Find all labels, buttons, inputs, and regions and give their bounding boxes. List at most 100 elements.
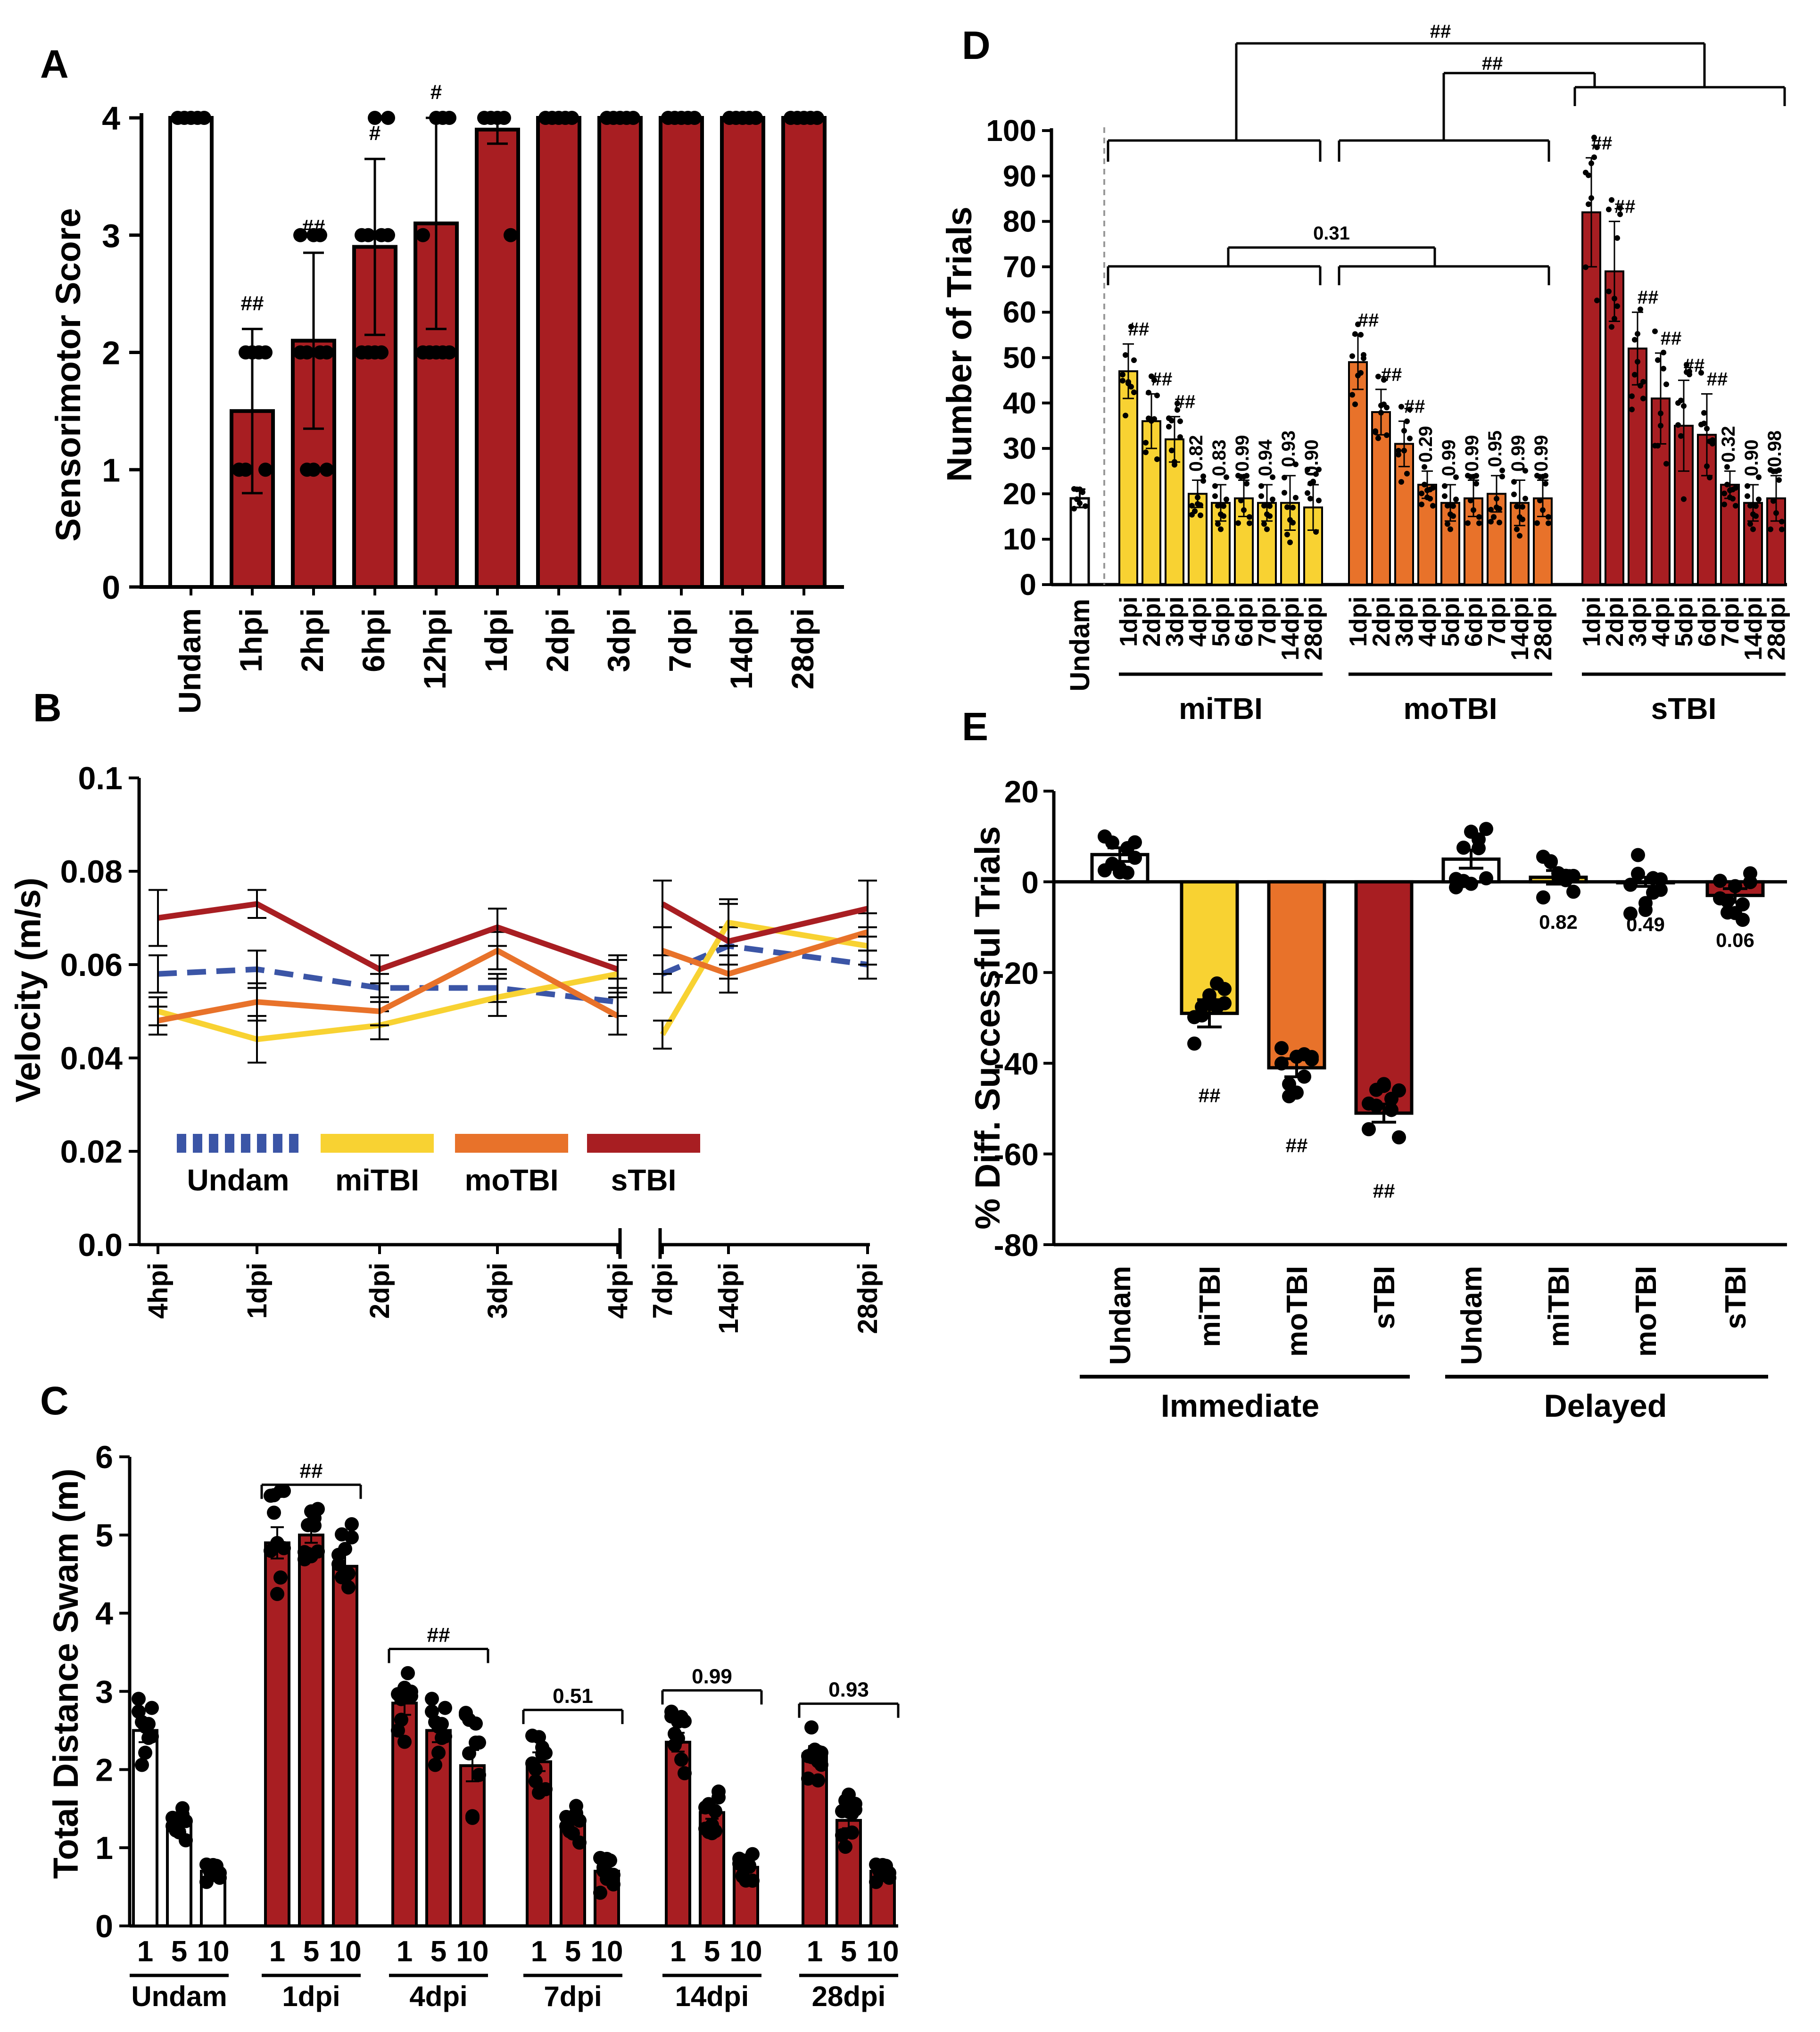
c-trial-label-28dpi-10: 10 (867, 1935, 899, 1968)
b-x-tick-label-4hpi: 4hpi (143, 1263, 174, 1319)
d-annotation-moTBI-14dpi: 0.99 (1508, 435, 1529, 472)
d-points-sTBI-2dpi-dot (1614, 303, 1620, 309)
d-points-miTBI-6dpi-dot (1247, 514, 1252, 520)
e-x-label-miTBI-5: miTBI (1543, 1266, 1575, 1347)
c-group-label-Undam: Undam (131, 1981, 227, 2012)
d-points-moTBI-3dpi-dot (1404, 471, 1410, 477)
d-points-miTBI-3dpi-dot (1175, 400, 1180, 406)
c-points-4dpi-5-dot (428, 1758, 442, 1772)
b-y-tick-label: 0.1 (78, 760, 123, 796)
c-trial-label-Undam-1: 1 (137, 1935, 153, 1968)
d-points-moTBI-7dpi-dot (1491, 514, 1497, 520)
d-points-moTBI-28dpi-dot (1546, 514, 1551, 520)
d-points-sTBI-28dpi-dot (1779, 519, 1785, 525)
a-y-tick-label: 3 (102, 217, 120, 254)
d-points-sTBI-4dpi-dot (1655, 357, 1661, 363)
d-points-moTBI-28dpi-dot (1537, 497, 1543, 504)
d-points-moTBI-14dpi-dot (1520, 504, 1525, 510)
e-group-label-delayed: Delayed (1544, 1388, 1667, 1424)
d-points-moTBI-7dpi (1488, 467, 1505, 526)
a-points-2hpi-dot (293, 228, 307, 242)
a-annotation-1hpi: ## (241, 292, 264, 315)
d-points-moTBI-3dpi (1396, 404, 1413, 485)
b-y-tick-label: 0.04 (60, 1041, 123, 1076)
c-points-Undam-5 (165, 1801, 193, 1848)
d-points-miTBI-1dpi-dot (1123, 413, 1128, 419)
c-points-7dpi-1-dot (529, 1774, 543, 1789)
e-points-moTBI-2-dot (1274, 1056, 1289, 1071)
a-points-2hpi-dot (313, 228, 327, 242)
c-points-28dpi-1 (801, 1720, 828, 1788)
d-points-sTBI-5dpi (1675, 362, 1692, 502)
d-points-moTBI-14dpi-dot (1511, 491, 1517, 497)
d-points-miTBI-2dpi-dot (1154, 392, 1160, 398)
d-points-miTBI-1dpi (1120, 323, 1137, 419)
d-points-moTBI-4dpi-dot (1430, 503, 1436, 509)
d-annotation-miTBI-28dpi: 0.90 (1301, 439, 1322, 476)
d-points-undam-dot (1071, 505, 1077, 512)
b-legend-label-Undam: Undam (187, 1163, 290, 1197)
d-points-miTBI-7dpi-dot (1264, 526, 1270, 532)
d-annotation-moTBI-3dpi: ## (1404, 396, 1425, 417)
c-points-4dpi-10-dot (462, 1746, 476, 1761)
d-points-miTBI-5dpi-dot (1212, 493, 1218, 499)
a-x-tick-label-Undam: Undam (172, 608, 207, 714)
d-bar-moTBI-2dpi (1371, 411, 1391, 586)
d-points-sTBI-1dpi-dot (1588, 160, 1594, 166)
c-points-4dpi-10-dot (465, 1809, 480, 1824)
d-points-sTBI-6dpi-dot (1707, 474, 1712, 480)
c-points-14dpi-1-dot (678, 1714, 692, 1728)
c-points-Undam-1-dot (141, 1717, 156, 1731)
d-points-sTBI-28dpi-dot (1768, 526, 1773, 532)
d-points-miTBI-1dpi-dot (1123, 352, 1128, 358)
d-points-miTBI-5dpi-dot (1218, 526, 1224, 532)
d-points-moTBI-2dpi-dot (1373, 428, 1378, 434)
d-error-sTBI (1678, 380, 1689, 472)
d-points-miTBI-5dpi-dot (1221, 503, 1226, 509)
d-points-sTBI-5dpi-dot (1687, 368, 1692, 374)
e-points-Undam-0-dot (1105, 835, 1119, 850)
d-points-moTBI-7dpi-dot (1497, 520, 1502, 526)
c-bar-4dpi-10 (459, 1764, 486, 1928)
c-points-7dpi-1 (525, 1728, 553, 1800)
e-points-miTBI-1-dot (1202, 992, 1216, 1007)
c-points-4dpi-5-dot (425, 1692, 439, 1706)
d-points-sTBI-14dpi-dot (1750, 526, 1756, 532)
c-points-Undam-1 (132, 1692, 159, 1772)
d-points-miTBI-14dpi-dot (1287, 539, 1293, 545)
d-points-moTBI-4dpi-dot (1422, 464, 1427, 470)
d-points-moTBI-6dpi-dot (1468, 474, 1473, 480)
d-points-sTBI-2dpi-dot (1612, 315, 1617, 322)
d-points-moTBI-5dpi-dot (1442, 493, 1448, 499)
c-trial-label-28dpi-5: 5 (841, 1935, 857, 1968)
c-points-14dpi-5 (698, 1784, 726, 1841)
a-y-tick-label: 0 (102, 569, 120, 606)
d-points-sTBI-6dpi-dot (1710, 437, 1715, 443)
c-points-7dpi-1-dot (529, 1762, 543, 1776)
e-y-tick-label: -20 (994, 956, 1039, 991)
a-x-tick-label-12hpi: 12hpi (417, 608, 452, 689)
d-points-sTBI-1dpi-dot (1583, 264, 1588, 270)
d-points-sTBI-2dpi-dot (1609, 324, 1614, 330)
d-points-sTBI-1dpi (1583, 134, 1600, 304)
c-points-28dpi-1-dot (804, 1720, 819, 1735)
d-annotation-moTBI-5dpi: 0.99 (1439, 439, 1459, 476)
d-points-moTBI-2dpi-dot (1381, 377, 1387, 383)
d-points-miTBI-2dpi (1143, 373, 1160, 463)
b-error-sTBI (608, 959, 627, 980)
a-points-28dpi (784, 111, 824, 125)
d-points-miTBI-6dpi-dot (1244, 480, 1249, 487)
d-points-miTBI-14dpi-dot (1282, 475, 1287, 481)
d-x-label-sTBI-4dpi: 4dpi (1647, 596, 1675, 647)
d-annotation-miTBI-1dpi: ## (1128, 319, 1150, 340)
b-x-tick-label-2dpi: 2dpi (364, 1263, 395, 1319)
c-points-28dpi-5-dot (838, 1840, 852, 1854)
c-trial-label-7dpi-10: 10 (591, 1935, 623, 1968)
d-x-label-moTBI-1dpi: 1dpi (1345, 596, 1372, 647)
d-points-miTBI-2dpi-dot (1151, 416, 1157, 422)
a-points-2dpi (538, 111, 579, 125)
a-x-tick-label-1dpi: 1dpi (479, 608, 513, 672)
d-points-miTBI-2dpi-dot (1149, 373, 1154, 380)
panel-label-d: D (962, 23, 991, 67)
d-bar-moTBI-1dpi (1348, 361, 1368, 586)
